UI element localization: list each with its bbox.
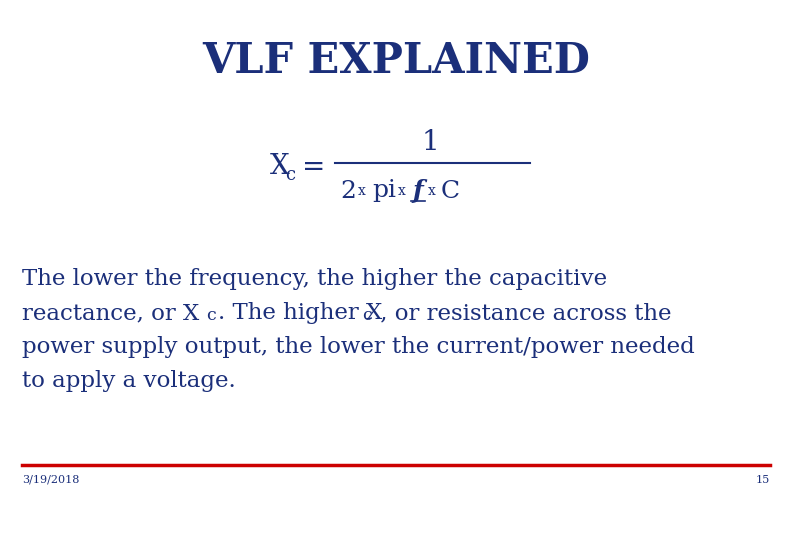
Text: c: c [362,307,371,324]
Text: , or resistance across the: , or resistance across the [373,302,672,324]
Text: 15: 15 [756,475,770,485]
Text: f: f [412,179,423,203]
Text: c: c [206,307,215,324]
Text: c: c [285,166,295,184]
Text: reactance, or X: reactance, or X [22,302,200,324]
Text: 2: 2 [340,179,356,202]
Text: to apply a voltage.: to apply a voltage. [22,370,236,392]
Text: power supply output, the lower the current/power needed: power supply output, the lower the curre… [22,336,695,358]
Text: x: x [358,184,366,198]
Text: x: x [398,184,406,198]
Text: 1: 1 [421,130,439,157]
Text: pi: pi [372,179,396,202]
Text: x: x [428,184,436,198]
Text: 3/19/2018: 3/19/2018 [22,475,79,485]
Text: =: = [302,153,326,180]
Text: X: X [270,153,290,180]
Text: . The higher X: . The higher X [218,302,383,324]
Text: VLF EXPLAINED: VLF EXPLAINED [202,40,590,82]
Text: The lower the frequency, the higher the capacitive: The lower the frequency, the higher the … [22,268,607,290]
Text: C: C [441,179,460,202]
